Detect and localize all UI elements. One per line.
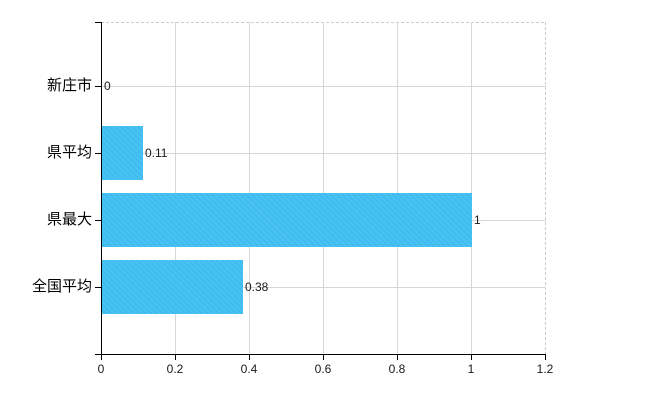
x-axis-tick (249, 355, 250, 360)
bar-value-label: 0.38 (245, 280, 269, 294)
y-axis-category-label: 県最大 (46, 211, 92, 228)
gridline-horizontal (102, 86, 546, 87)
bar-value-label: 0 (104, 79, 111, 93)
y-axis-tick (95, 287, 101, 288)
x-axis (101, 354, 546, 355)
gridline-horizontal (102, 153, 546, 154)
y-axis-top-end-tick (95, 22, 101, 23)
x-axis-tick-label: 0.6 (314, 362, 332, 376)
x-axis-tick (323, 355, 324, 360)
x-axis-tick-label: 0.8 (388, 362, 406, 376)
plot-right-border (545, 22, 546, 354)
y-axis-tick (95, 220, 101, 221)
y-axis (101, 22, 102, 355)
x-axis-tick-label: 1.2 (536, 362, 554, 376)
gridline-vertical (249, 22, 250, 354)
y-axis-category-label: 全国平均 (31, 278, 92, 295)
gridline-horizontal (102, 287, 546, 288)
gridline-vertical (175, 22, 176, 354)
x-axis-tick-label: 0.4 (240, 362, 258, 376)
y-axis-category-label: 県平均 (46, 144, 92, 161)
y-axis-tick (95, 153, 101, 154)
bar (102, 193, 472, 247)
x-axis-tick (101, 355, 102, 360)
bar (102, 126, 143, 180)
x-axis-tick-label: 1 (467, 362, 475, 376)
x-axis-tick (397, 355, 398, 360)
x-axis-tick (175, 355, 176, 360)
bar (102, 260, 243, 314)
gridline-vertical (471, 22, 472, 354)
x-axis-tick (471, 355, 472, 360)
x-axis-tick (545, 355, 546, 360)
y-axis-tick (95, 86, 101, 87)
x-axis-tick-label: 0 (97, 362, 105, 376)
y-axis-bottom-end-tick (95, 354, 101, 355)
y-axis-category-label: 新庄市 (46, 77, 92, 94)
x-axis-tick-label: 0.2 (166, 362, 184, 376)
bar-value-label: 1 (474, 213, 481, 227)
gridline-vertical (323, 22, 324, 354)
bar-value-label: 0.11 (145, 146, 168, 160)
gridline-vertical (397, 22, 398, 354)
